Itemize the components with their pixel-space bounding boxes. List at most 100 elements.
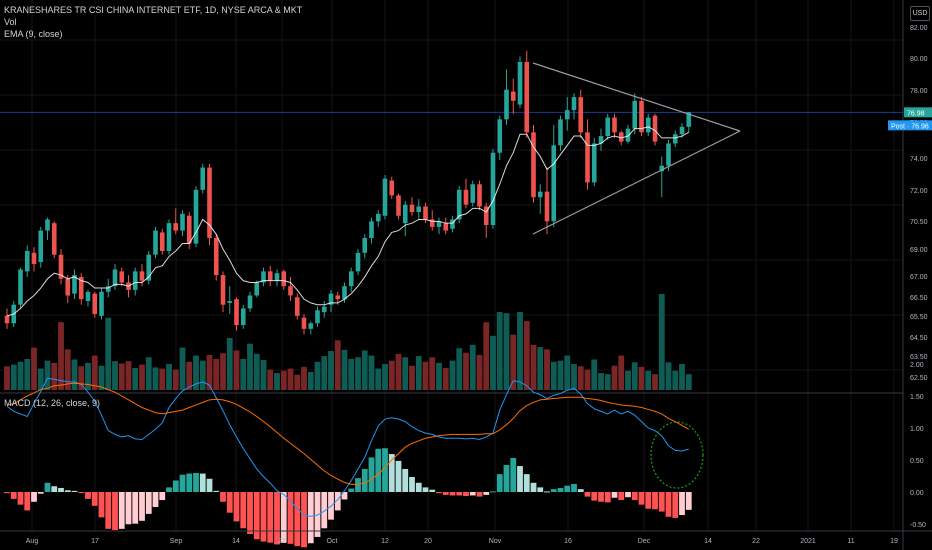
candle-body (342, 286, 347, 300)
histogram-bar (159, 492, 166, 501)
histogram-bar (145, 492, 152, 514)
volume-bar (193, 355, 199, 390)
candle-body (335, 295, 341, 300)
volume-bar (199, 360, 206, 390)
price-axis[interactable]: 82.0080.0078.0076.0074.0072.0070.5069.00… (910, 25, 928, 382)
candle-body (483, 206, 489, 226)
volume-bar (456, 348, 463, 390)
candle-body (281, 271, 287, 287)
histogram-bar (44, 482, 51, 492)
volume-bar (388, 360, 395, 390)
volume-bar (618, 355, 625, 390)
symbol-title[interactable]: KRANESHARES TR CSI CHINA INTERNET ETF, 1… (4, 5, 303, 15)
candle-body (99, 291, 104, 316)
price-tick-label: 72.00 (910, 188, 928, 195)
volume-legend[interactable]: Vol (4, 17, 17, 27)
candle-body (308, 323, 314, 329)
macd-legend[interactable]: MACD (12, 26, close, 9) (4, 398, 101, 408)
ema-line (6, 126, 689, 317)
volume-bar (98, 365, 105, 390)
macd-histogram (4, 448, 692, 548)
candle-body (571, 97, 577, 111)
histogram-bar (301, 492, 307, 548)
price-tick-label: 63.50 (910, 354, 928, 361)
volume-bar (58, 322, 64, 390)
macd-line (6, 377, 689, 517)
time-tick-label: 22 (278, 538, 286, 545)
ema-legend[interactable]: EMA (9, close) (4, 29, 63, 39)
volume-bar (584, 369, 591, 390)
symmetrical-triangle-drawing[interactable] (532, 62, 741, 235)
candle-body (524, 61, 530, 133)
volume-bar (611, 365, 618, 390)
volume-bar (658, 294, 665, 390)
volume-bar (382, 364, 388, 390)
candle-body (369, 221, 374, 238)
candle-body (686, 112, 692, 127)
post-price-text: Post · 76.96 (891, 123, 929, 130)
candle-body (58, 254, 64, 279)
volume-bar (436, 362, 442, 390)
histogram-bar (348, 488, 355, 492)
candle-body (470, 184, 476, 203)
candle-body (213, 238, 219, 276)
histogram-bar (409, 477, 415, 492)
volume-bar (274, 373, 280, 390)
candle-body (544, 191, 550, 222)
time-tick-label: 12 (381, 538, 389, 545)
time-tick-label: Oct (327, 538, 338, 545)
candle-body (159, 232, 165, 251)
histogram-bar (179, 474, 186, 492)
candle-body (537, 191, 543, 198)
volume-bar (172, 369, 179, 390)
candle-body (234, 299, 239, 326)
histogram-bar (118, 492, 125, 529)
candle-body (389, 180, 395, 196)
time-tick-label: Sep (170, 538, 183, 545)
volume-bar (530, 344, 537, 390)
histogram-bar (463, 492, 469, 497)
volume-bar (260, 360, 267, 390)
histogram-bar (456, 492, 463, 496)
currency-label[interactable]: USD (910, 6, 930, 21)
histogram-bar (98, 492, 105, 518)
candle-body (328, 293, 334, 305)
candle-body (598, 136, 604, 144)
candle-body (443, 223, 449, 231)
volume-bar (37, 368, 44, 390)
candle-body (18, 269, 23, 305)
price-badges: 76.98 Post · 76.96 (888, 107, 932, 131)
histogram-bar (58, 487, 64, 492)
candle-body (382, 178, 388, 216)
candle-body (207, 167, 212, 238)
candlesticks (4, 50, 692, 335)
volume-bar (10, 364, 17, 390)
candle-body (362, 238, 368, 253)
volume-bar (564, 355, 571, 390)
candle-body (429, 219, 435, 227)
volume-bar (314, 361, 321, 390)
volume-bar (631, 362, 638, 390)
volume-bar (571, 364, 577, 390)
histogram-bar (382, 448, 388, 492)
volume-bar (544, 349, 550, 390)
histogram-bar (496, 474, 503, 492)
candle-body (132, 271, 138, 290)
histogram-bar (71, 490, 78, 492)
candle-body (672, 134, 678, 144)
candle-body (119, 271, 125, 283)
histogram-bar (395, 460, 402, 492)
time-tick-label: 17 (91, 538, 99, 545)
price-tick-label: 64.50 (910, 335, 928, 342)
volume-bar (152, 367, 159, 390)
volume-bar (496, 312, 503, 390)
volume-bar (517, 312, 523, 390)
histogram-bar (51, 486, 58, 492)
macd-axis[interactable]: 2.00 1.50 1.00 0.50 0.00 -0.50 (910, 362, 926, 529)
histogram-bar (557, 487, 564, 492)
volume-bar (645, 370, 652, 390)
time-axis[interactable]: Aug 17 Sep 14 22 Oct 12 20 Nov 16 Dec 14 22 2021 11 19 (26, 538, 898, 545)
candle-body (348, 271, 354, 287)
candle-body (625, 128, 631, 142)
